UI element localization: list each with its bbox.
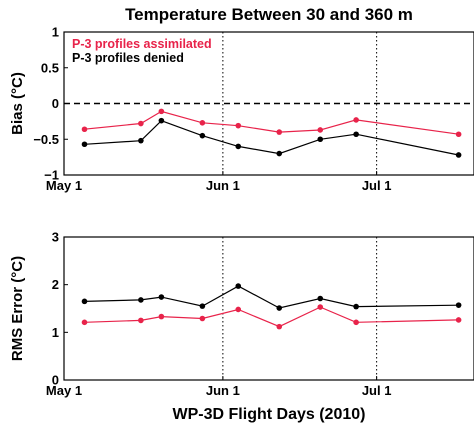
y-tick-label: 0.5 xyxy=(41,60,59,75)
x-axis-label: WP-3D Flight Days (2010) xyxy=(173,406,366,423)
data-point xyxy=(138,297,144,303)
x-tick-label: Jul 1 xyxy=(362,383,392,398)
data-point xyxy=(81,126,88,133)
data-point xyxy=(158,294,165,300)
data-point xyxy=(235,306,242,313)
data-point xyxy=(455,317,462,323)
x-tick-label: Jun 1 xyxy=(206,178,240,193)
data-point xyxy=(138,137,144,144)
y-tick-label: 0 xyxy=(52,96,59,111)
data-point xyxy=(199,132,206,139)
data-point xyxy=(138,120,144,127)
data-point xyxy=(81,298,88,305)
data-point xyxy=(81,141,88,148)
data-point xyxy=(353,319,359,326)
x-tick-label: Jul 1 xyxy=(362,178,392,193)
data-point xyxy=(353,131,359,138)
y-tick-label: 3 xyxy=(52,230,59,245)
data-point xyxy=(276,129,283,135)
y-tick-label: 1 xyxy=(52,25,59,40)
data-point xyxy=(353,117,359,123)
data-point xyxy=(317,127,324,133)
y-tick-label: −0.5 xyxy=(33,132,59,147)
chart-panel-rms-error: 0 1 2 3 May 1 Jun 1 Jul 1 RMS Error (°C) xyxy=(9,230,474,398)
data-point xyxy=(276,323,283,330)
y-tick-label: 1 xyxy=(52,325,59,340)
data-point xyxy=(317,304,324,310)
data-point xyxy=(235,122,242,129)
data-point xyxy=(353,303,359,310)
data-point xyxy=(138,317,144,324)
data-point xyxy=(235,143,242,150)
plot-frame xyxy=(63,236,474,381)
data-point xyxy=(455,131,462,138)
data-point xyxy=(199,315,206,322)
data-point xyxy=(276,305,283,311)
data-point xyxy=(199,120,206,126)
data-point xyxy=(276,150,283,157)
y-axis-label: Bias (°C) xyxy=(9,72,26,135)
figure-title: Temperature Between 30 and 360 m xyxy=(125,5,413,24)
data-point xyxy=(455,302,462,308)
y-axis-label: RMS Error (°C) xyxy=(9,256,26,361)
y-tick-label: 2 xyxy=(52,277,59,292)
series-line xyxy=(84,306,459,328)
x-tick-label: Jun 1 xyxy=(206,383,240,398)
y-tick-label: −1 xyxy=(44,168,59,183)
data-point xyxy=(158,313,165,320)
x-tick-label: May 1 xyxy=(46,178,82,193)
data-point xyxy=(199,303,206,309)
x-tick-label: May 1 xyxy=(46,383,82,398)
chart-panel-bias: −1 −0.5 0 0.5 1 May 1 Jun 1 Jul 1 Bias (°C) P-3 p… xyxy=(9,25,474,193)
data-point xyxy=(235,283,242,289)
data-point xyxy=(158,117,165,124)
legend-entry: P-3 profiles denied xyxy=(72,51,184,65)
data-point xyxy=(81,319,88,326)
y-tick-label: 0 xyxy=(52,373,59,388)
legend-entry: P-3 profiles assimilated xyxy=(72,37,212,51)
data-point xyxy=(158,108,165,115)
series-line xyxy=(84,285,459,309)
data-point xyxy=(317,136,324,143)
data-point xyxy=(317,295,324,302)
data-point xyxy=(455,152,462,158)
